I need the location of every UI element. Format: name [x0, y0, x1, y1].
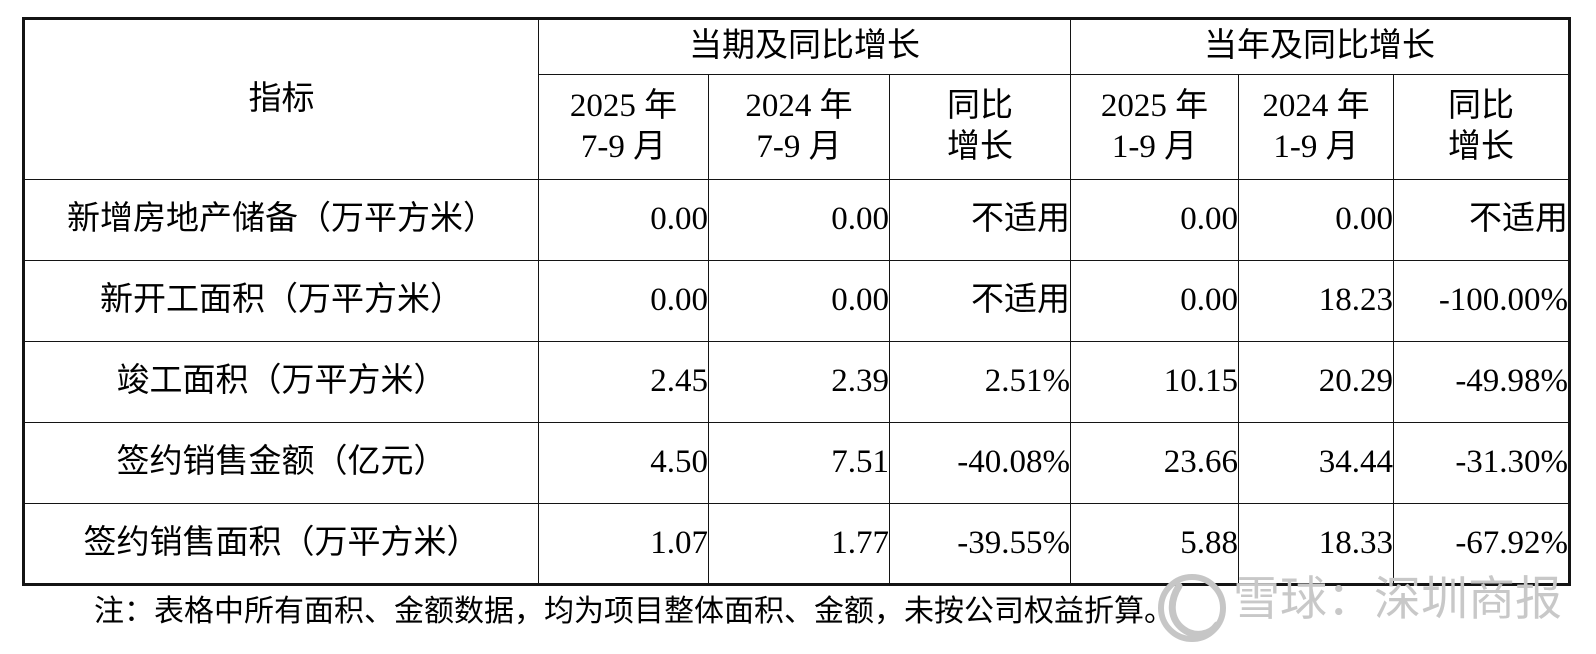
- header-group-current-period: 当期及同比增长: [537, 18, 1072, 75]
- cell-value: 不适用: [888, 260, 1072, 342]
- header-yoy-year: 同比 增长: [1393, 74, 1571, 180]
- cell-value: 5.88: [1070, 503, 1240, 585]
- table-row: 新增房地产储备（万平方米） 0.00 0.00 不适用 0.00 0.00 不适…: [23, 179, 1571, 261]
- cell-value: 23.66: [1070, 422, 1240, 504]
- cell-value: 2.45: [538, 341, 709, 423]
- cell-value: 0.00: [708, 260, 890, 342]
- table-row: 签约销售金额（亿元） 4.50 7.51 -40.08% 23.66 34.44…: [23, 422, 1571, 504]
- cell-value: -67.92%: [1393, 503, 1571, 585]
- cell-value: 18.33: [1238, 503, 1395, 585]
- header-yoy-period: 同比 增长: [888, 74, 1072, 180]
- cell-value: 不适用: [888, 179, 1072, 261]
- cell-value: 4.50: [538, 422, 709, 504]
- cell-value: 7.51: [708, 422, 890, 504]
- row-label: 新开工面积（万平方米）: [23, 260, 539, 342]
- cell-value: 0.00: [538, 260, 709, 342]
- cell-value: 34.44: [1238, 422, 1395, 504]
- header-2024-q3: 2024 年 7-9 月: [708, 74, 890, 180]
- cell-value: 0.00: [1070, 179, 1240, 261]
- header-2024-ytd: 2024 年 1-9 月: [1238, 74, 1395, 180]
- row-label: 竣工面积（万平方米）: [23, 341, 539, 423]
- cell-value: 不适用: [1393, 179, 1571, 261]
- row-label: 签约销售金额（亿元）: [23, 422, 539, 504]
- indicator-table: 指标 当期及同比增长 当年及同比增长 2025 年 7-9 月 2024 年 7…: [22, 17, 1572, 586]
- cell-value: 1.77: [708, 503, 890, 585]
- header-2025-q3: 2025 年 7-9 月: [538, 74, 709, 180]
- watermark-source-label: 雪球：深圳商报: [1233, 574, 1562, 626]
- header-group-current-year: 当年及同比增长: [1070, 18, 1571, 75]
- snowball-logo-icon: [1156, 572, 1228, 644]
- cell-value: -100.00%: [1393, 260, 1571, 342]
- header-2025-ytd: 2025 年 1-9 月: [1070, 74, 1240, 180]
- table-footnote: 注：表格中所有面积、金额数据，均为项目整体面积、金额，未按公司权益折算。: [94, 595, 1174, 628]
- cell-value: 1.07: [538, 503, 709, 585]
- cell-value: 0.00: [1070, 260, 1240, 342]
- cell-value: -49.98%: [1393, 341, 1571, 423]
- header-indicator: 指标: [23, 18, 539, 180]
- cell-value: 0.00: [1238, 179, 1395, 261]
- table-row: 竣工面积（万平方米） 2.45 2.39 2.51% 10.15 20.29 -…: [23, 341, 1571, 423]
- cell-value: -40.08%: [888, 422, 1072, 504]
- cell-value: 20.29: [1238, 341, 1395, 423]
- row-label: 新增房地产储备（万平方米）: [23, 179, 539, 261]
- table-row: 签约销售面积（万平方米） 1.07 1.77 -39.55% 5.88 18.3…: [23, 503, 1571, 585]
- cell-value: 2.51%: [888, 341, 1072, 423]
- table-row: 新开工面积（万平方米） 0.00 0.00 不适用 0.00 18.23 -10…: [23, 260, 1571, 342]
- cell-value: 0.00: [708, 179, 890, 261]
- cell-value: -31.30%: [1393, 422, 1571, 504]
- cell-value: -39.55%: [888, 503, 1072, 585]
- row-label: 签约销售面积（万平方米）: [23, 503, 539, 585]
- cell-value: 0.00: [538, 179, 709, 261]
- cell-value: 18.23: [1238, 260, 1395, 342]
- cell-value: 2.39: [708, 341, 890, 423]
- cell-value: 10.15: [1070, 341, 1240, 423]
